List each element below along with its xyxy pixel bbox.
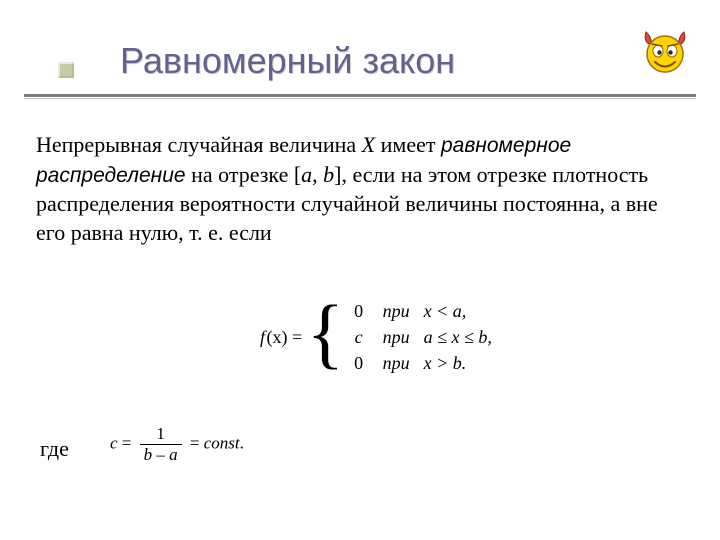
case-word: при [373, 350, 419, 376]
case-cond: a ≤ x ≤ b, [424, 324, 492, 350]
variable-X: X [362, 132, 375, 157]
formula-constant: c = 1b – a = const. [110, 424, 244, 465]
fraction-num: 1 [140, 424, 182, 444]
body-line1b: имеет [375, 132, 441, 157]
case-val: c [349, 324, 369, 350]
formula-cases: 0 при x < a, c при a ≤ x ≤ b, 0 при x > … [349, 298, 492, 376]
slide-title: Равномерный закон [120, 40, 455, 82]
left-brace-icon: { [307, 294, 344, 372]
case-val: 0 [349, 298, 369, 324]
case-word: при [373, 298, 419, 324]
eq2: = [186, 433, 204, 452]
smiley-devil-icon [640, 26, 690, 76]
case-row: c при a ≤ x ≤ b, [349, 324, 492, 350]
const-word: const [204, 433, 240, 452]
title-bullet-icon [58, 62, 74, 78]
case-val: 0 [349, 350, 369, 376]
body-paragraph: Непрерывная случайная величина X имеет р… [36, 130, 676, 248]
case-row: 0 при x < a, [349, 298, 492, 324]
dot: . [240, 433, 244, 452]
eq1: = [118, 433, 136, 452]
formula-density: f (x) = { 0 при x < a, c при a ≤ x ≤ b, … [260, 298, 492, 376]
interval-ab: a, b [301, 162, 334, 187]
case-cond: x < a, [424, 298, 467, 324]
fraction-den: b – a [140, 444, 182, 465]
title-rule-thin [24, 98, 696, 99]
title-rule-thick [24, 94, 696, 97]
case-word: при [373, 324, 419, 350]
symbol-c: c [110, 433, 118, 452]
case-row: 0 при x > b. [349, 350, 492, 376]
slide: Равномерный закон Непрерывная случайная … [0, 0, 720, 540]
case-cond: x > b. [424, 350, 467, 376]
fraction: 1b – a [140, 424, 182, 465]
body-line1c: на отрезке [ [186, 162, 302, 187]
formula-lhs: f (x) = [260, 327, 302, 348]
symbol-x-eq: (x) = [267, 327, 303, 347]
body-line1a: Непрерывная случайная величина [36, 132, 362, 157]
where-label: где [40, 436, 69, 462]
